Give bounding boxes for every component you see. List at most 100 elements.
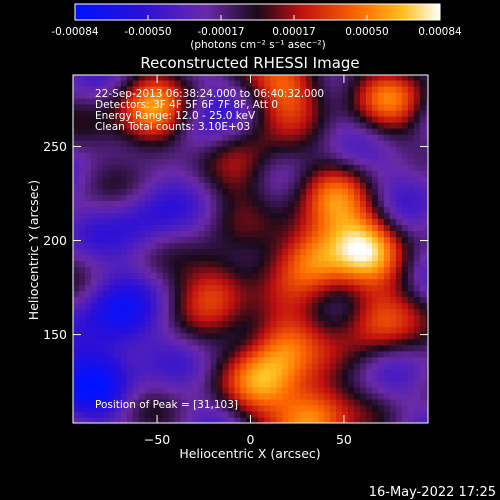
colorbar	[74, 3, 441, 21]
heatmap-cell	[252, 75, 259, 81]
heatmap-cell	[186, 116, 194, 123]
heatmap-cell	[240, 158, 247, 165]
heatmap-cell	[210, 206, 218, 213]
heatmap-cell	[246, 200, 253, 207]
heatmap-cell	[192, 134, 200, 141]
heatmap-cell	[102, 116, 110, 123]
info-line: Detectors: 3F 4F 5F 6F 7F 8F, Att 0	[95, 99, 278, 111]
heatmap-cell	[407, 116, 415, 123]
heatmap-cell	[300, 242, 307, 250]
heatmap-cell	[270, 398, 277, 406]
heatmap-cell	[168, 362, 176, 370]
heatmap-cell	[348, 97, 355, 105]
heatmap-cell	[395, 398, 403, 406]
heatmap-cell	[138, 182, 146, 189]
heatmap-cell	[228, 296, 236, 304]
heatmap-cell	[108, 85, 116, 93]
heatmap-cell	[401, 314, 409, 322]
heatmap-cell	[90, 326, 98, 334]
heatmap-cell	[264, 85, 271, 93]
heatmap-cell	[300, 236, 307, 244]
heatmap-cell	[288, 79, 295, 87]
heatmap-cell	[401, 362, 409, 370]
heatmap-cell	[114, 140, 122, 147]
heatmap-cell	[78, 158, 86, 165]
heatmap-cell	[150, 248, 158, 256]
heatmap-cell	[192, 398, 200, 406]
heatmap-cell	[318, 278, 325, 286]
heatmap-cell	[252, 254, 259, 262]
heatmap-cell	[210, 254, 218, 262]
heatmap-cell	[144, 374, 152, 382]
heatmap-cell	[348, 188, 355, 195]
heatmap-cell	[413, 236, 421, 244]
heatmap-cell	[359, 170, 367, 177]
heatmap-cell	[377, 362, 385, 370]
heatmap-cell	[294, 206, 301, 213]
heatmap-cell	[102, 206, 110, 213]
heatmap-cell	[246, 254, 253, 262]
heatmap-cell	[216, 380, 224, 388]
heatmap-cell	[126, 380, 134, 388]
heatmap-cell	[401, 392, 409, 400]
heatmap-cell	[306, 392, 313, 400]
heatmap-cell	[288, 158, 295, 165]
heatmap-cell	[294, 398, 301, 406]
heatmap-cell	[348, 410, 355, 418]
heatmap-cell	[156, 224, 164, 231]
heatmap-cell	[198, 176, 206, 183]
heatmap-cell	[144, 272, 152, 280]
heatmap-cell	[276, 158, 283, 165]
heatmap-cell	[270, 176, 277, 183]
heatmap-cell	[377, 158, 385, 165]
heatmap-cell	[252, 242, 259, 250]
heatmap-cell	[276, 91, 283, 99]
heatmap-cell	[276, 308, 283, 316]
heatmap-cell	[150, 158, 158, 165]
heatmap-cell	[198, 314, 206, 322]
heatmap-cell	[258, 272, 265, 280]
heatmap-cell	[96, 284, 104, 292]
heatmap-cell	[270, 278, 277, 286]
heatmap-cell	[365, 356, 373, 364]
heatmap-cell	[288, 398, 295, 406]
heatmap-cell	[90, 140, 98, 147]
heatmap-cell	[150, 266, 158, 274]
heatmap-cell	[96, 212, 104, 219]
heatmap-cell	[425, 134, 428, 141]
heatmap-cell	[300, 97, 307, 105]
heatmap-cell	[114, 272, 122, 280]
heatmap-cell	[371, 134, 379, 141]
heatmap-cell	[324, 176, 331, 183]
heatmap-cell	[342, 230, 349, 237]
heatmap-cell	[318, 260, 325, 268]
heatmap-cell	[288, 386, 295, 394]
heatmap-cell	[180, 314, 188, 322]
heatmap-cell	[73, 188, 80, 195]
heatmap-cell	[306, 75, 313, 81]
heatmap-cell	[216, 326, 224, 334]
heatmap-cell	[90, 206, 98, 213]
heatmap-cell	[300, 134, 307, 141]
heatmap-cell	[210, 344, 218, 352]
heatmap-cell	[150, 284, 158, 292]
heatmap-cell	[264, 91, 271, 99]
heatmap-cell	[419, 356, 427, 364]
heatmap-cell	[144, 278, 152, 286]
heatmap-cell	[276, 356, 283, 364]
heatmap-cell	[156, 236, 164, 244]
heatmap-cell	[192, 140, 200, 147]
heatmap-cell	[413, 152, 421, 159]
heatmap-cell	[258, 218, 265, 225]
heatmap-cell	[425, 350, 428, 358]
heatmap-cell	[144, 182, 152, 189]
heatmap-cell	[425, 338, 428, 346]
heatmap-cell	[377, 410, 385, 418]
heatmap-cell	[365, 302, 373, 310]
heatmap-cell	[228, 242, 236, 250]
heatmap-cell	[336, 206, 343, 213]
heatmap-cell	[413, 398, 421, 406]
heatmap-cell	[330, 176, 337, 183]
heatmap-cell	[383, 85, 391, 93]
heatmap-cell	[90, 152, 98, 159]
